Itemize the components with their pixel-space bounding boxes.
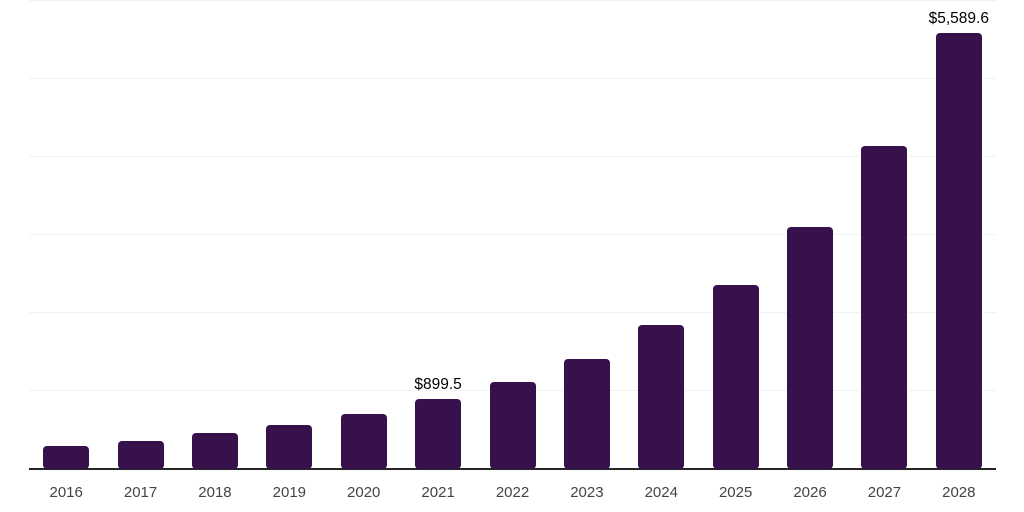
bar-2023 bbox=[563, 358, 610, 469]
x-tick-label-2016: 2016 bbox=[49, 484, 83, 501]
bar-2019 bbox=[266, 425, 313, 469]
x-tick-label-2021: 2021 bbox=[421, 484, 455, 501]
bar-2028 bbox=[935, 33, 982, 469]
gridline-6000 bbox=[29, 0, 996, 1]
bar-2022 bbox=[489, 382, 536, 469]
bar-2024 bbox=[638, 325, 685, 469]
x-axis-line bbox=[29, 468, 996, 470]
x-tick-label-2018: 2018 bbox=[198, 484, 232, 501]
data-label-2021: $899.5 bbox=[414, 375, 462, 393]
plot-area: $899.5 $5,589.6 bbox=[29, 0, 996, 470]
x-tick-label-2028: 2028 bbox=[942, 484, 976, 501]
gridline-5000 bbox=[29, 78, 996, 79]
x-tick-label-2025: 2025 bbox=[718, 484, 753, 501]
x-tick-label-2020: 2020 bbox=[347, 484, 381, 501]
gridline-4000 bbox=[29, 156, 996, 157]
x-tick-label-2017: 2017 bbox=[123, 484, 158, 501]
x-tick-label-2023: 2023 bbox=[570, 484, 604, 501]
bar-2027 bbox=[861, 145, 908, 469]
gridline-3000 bbox=[29, 234, 996, 235]
bar-2017 bbox=[117, 440, 164, 469]
x-tick-label-2022: 2022 bbox=[495, 484, 530, 501]
bar-2026 bbox=[787, 226, 834, 469]
bar-2020 bbox=[340, 414, 387, 469]
bar-2018 bbox=[191, 433, 238, 469]
data-label-2028: $5,589.6 bbox=[928, 10, 989, 28]
x-tick-label-2026: 2026 bbox=[793, 484, 827, 501]
bar-2021 bbox=[415, 398, 462, 469]
bar-2016 bbox=[43, 445, 90, 469]
gridline-2000 bbox=[29, 312, 996, 313]
bar-2025 bbox=[712, 284, 759, 469]
x-tick-label-2019: 2019 bbox=[272, 484, 307, 501]
x-tick-label-2027: 2027 bbox=[867, 484, 902, 501]
x-tick-label-2024: 2024 bbox=[644, 484, 678, 501]
